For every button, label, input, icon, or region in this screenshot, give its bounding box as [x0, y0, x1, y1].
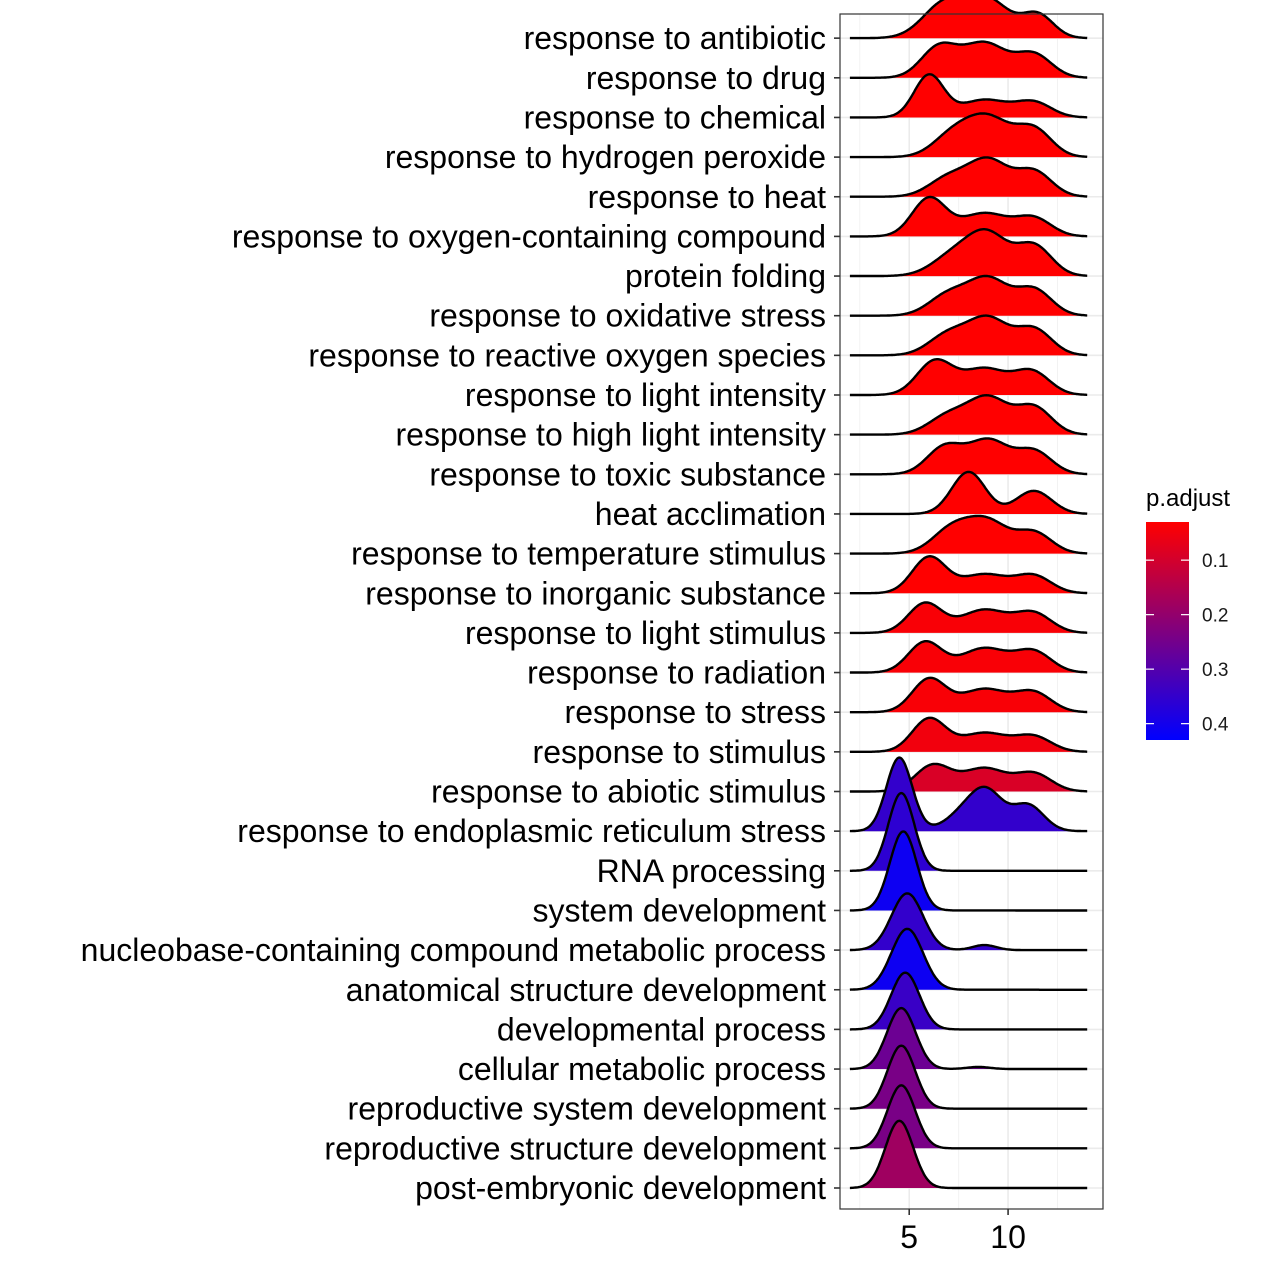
- legend-title: p.adjust: [1146, 485, 1230, 512]
- ridge-fill: [849, 677, 1088, 713]
- y-tick-label: response to light intensity: [465, 377, 826, 413]
- ridge-outline: [849, 1119, 1088, 1190]
- ridge-outline: [849, 112, 1088, 159]
- y-tick-label: reproductive system development: [348, 1091, 827, 1127]
- panel-border: [839, 13, 1104, 1210]
- y-tick-label: cellular metabolic process: [458, 1051, 826, 1087]
- density-ridges: [849, 0, 1088, 1190]
- y-tick-label: response to antibiotic: [524, 20, 826, 56]
- ridge-fill: [849, 602, 1088, 633]
- ridge-fill: [849, 831, 1088, 911]
- y-tick-label: response to stress: [565, 694, 826, 730]
- y-tick-label: response to endoplasmic reticulum stress: [237, 813, 826, 849]
- y-tick-label: response to drug: [586, 60, 826, 96]
- ridge-fill: [849, 0, 1088, 39]
- ridge-outline: [849, 1044, 1088, 1110]
- y-tick-label: response to light stimulus: [465, 615, 826, 651]
- legend-tick-label: 0.1: [1202, 551, 1228, 572]
- y-tick-label: protein folding: [625, 258, 826, 294]
- y-tick-label: heat acclimation: [595, 496, 826, 532]
- ridge-outline: [849, 394, 1088, 436]
- ridge-outline: [849, 437, 1088, 476]
- y-tick-label: response to abiotic stimulus: [431, 774, 826, 810]
- x-tick-label: 10: [990, 1219, 1026, 1255]
- ridge-fill: [849, 229, 1088, 277]
- ridge-outline: [849, 791, 1088, 872]
- y-tick-label: response to chemical: [524, 99, 826, 135]
- y-tick-label: RNA processing: [597, 853, 826, 889]
- ridge-fill: [849, 359, 1088, 395]
- ridge-outline: [849, 73, 1088, 119]
- ridge-outline: [849, 514, 1088, 555]
- legend: p.adjust 0.1 0.2 0.3 0.4: [1146, 485, 1230, 740]
- ridge-fill: [849, 41, 1088, 78]
- legend-tick-label: 0.2: [1202, 606, 1228, 627]
- ridge-fill: [849, 515, 1088, 554]
- x-tick-label: 5: [900, 1219, 918, 1255]
- ridge-outline: [849, 274, 1088, 317]
- ridge-outline: [849, 676, 1088, 714]
- y-tick-label: post-embryonic development: [415, 1170, 826, 1206]
- y-tick-label: developmental process: [497, 1011, 826, 1047]
- x-axis: 5 10: [900, 1209, 1026, 1255]
- y-tick-label: response to stimulus: [533, 734, 826, 770]
- ridge-outline: [849, 927, 1088, 991]
- ridge-outline: [849, 640, 1088, 674]
- y-tick-label: anatomical structure development: [346, 972, 826, 1008]
- y-tick-label: nucleobase-containing compound metabolic…: [81, 932, 826, 968]
- ridge-outline: [849, 601, 1088, 635]
- ridge-outline: [849, 314, 1088, 357]
- y-tick-label: reproductive structure development: [324, 1130, 826, 1166]
- y-tick-label: response to oxidative stress: [429, 298, 826, 334]
- ridge-outline: [849, 228, 1088, 278]
- ridge-fill: [849, 315, 1088, 356]
- ridge-outline: [849, 756, 1088, 833]
- y-tick-label: system development: [533, 892, 827, 928]
- ridge-outline: [849, 892, 1088, 952]
- ridge-outline: [849, 830, 1088, 912]
- y-tick-label: response to temperature stimulus: [351, 536, 826, 572]
- ridge-fill: [849, 438, 1088, 475]
- ridge-outline: [849, 195, 1088, 238]
- ridge-outline: [849, 555, 1088, 595]
- ridge-outline: [849, 358, 1088, 397]
- ridge-outline: [849, 470, 1088, 516]
- ridge-outline: [849, 971, 1088, 1031]
- legend-colorbar: [1146, 522, 1189, 740]
- y-tick-label: response to reactive oxygen species: [308, 337, 826, 373]
- y-tick-label: response to heat: [588, 179, 827, 215]
- ridge-outline: [849, 156, 1088, 198]
- y-tick-label: response to high light intensity: [396, 417, 826, 453]
- ridge-fill: [849, 276, 1088, 316]
- y-tick-label: response to radiation: [527, 655, 826, 691]
- ridge-fill: [849, 1085, 1088, 1149]
- y-tick-label: response to hydrogen peroxide: [385, 139, 826, 175]
- ridge-fill: [849, 74, 1088, 118]
- y-tick-label: response to oxygen-containing compound: [232, 218, 826, 254]
- ridge-fill: [849, 157, 1088, 197]
- ridge-outline: [849, 0, 1088, 40]
- y-tick-label: response to inorganic substance: [365, 575, 826, 611]
- ridge-outline: [849, 716, 1088, 753]
- ridge-outline: [849, 1084, 1088, 1150]
- y-tick-label: response to toxic substance: [429, 456, 826, 492]
- ridge-outline: [849, 1006, 1088, 1071]
- ridge-fill: [849, 556, 1088, 594]
- legend-tick-label: 0.4: [1202, 715, 1229, 736]
- ridge-fill: [849, 471, 1088, 514]
- legend-tick-label: 0.3: [1202, 660, 1228, 681]
- ridge-outline: [849, 40, 1088, 79]
